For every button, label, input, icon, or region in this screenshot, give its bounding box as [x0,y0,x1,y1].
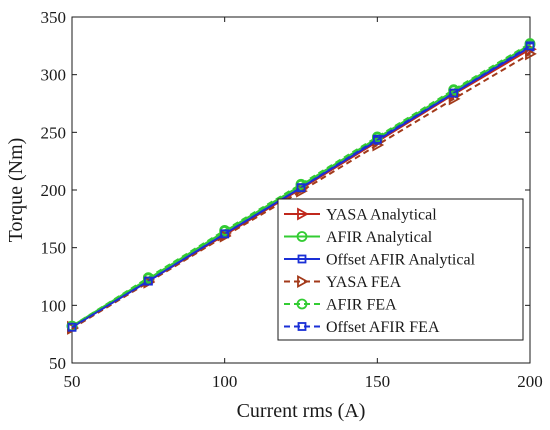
data-point-afir-fea [524,38,536,49]
y-tick-label: 50 [49,354,66,373]
y-tick-label: 350 [41,8,67,27]
data-point-offset-afir-fea [220,229,230,239]
legend-marker [297,254,307,264]
y-tick-label: 250 [41,123,67,142]
legend-item-yasa-analytical: YASA Analytical [284,207,437,224]
legend-marker [297,207,309,221]
legend-label: AFIR FEA [326,297,397,314]
plot-area: 50 100 150 200 50 100 150 200 250 300 350 YASA An… [41,8,543,391]
data-point-offset-afir-fea [449,88,459,98]
x-axis-label: Current rms (A) [237,400,366,422]
legend-marker [296,231,308,242]
series-line-yasa-fea [71,53,531,330]
legend-item-yasa-fea: YASA FEA [284,274,402,291]
legend-item-afir-analytical: AFIR Analytical [284,229,433,246]
y-axis: 50 100 150 200 250 300 350 [41,8,530,373]
data-point-offset-afir-fea [143,276,153,286]
legend: YASA Analytical AFIR Analytical Offset AFI… [277,198,524,341]
y-tick-label: 150 [41,239,67,258]
legend-label: YASA Analytical [326,207,437,224]
legend-item-afir-fea: AFIR FEA [284,297,397,314]
legend-label: YASA FEA [326,274,402,291]
y-tick-label: 200 [41,181,67,200]
legend-item-offset-afir-fea: Offset AFIR FEA [284,319,440,336]
legend-label: Offset AFIR Analytical [326,252,476,269]
legend-item-offset-afir-analytical: Offset AFIR Analytical [284,252,476,269]
data-point-offset-afir-fea [372,134,382,144]
data-point-offset-afir-fea [296,183,306,193]
x-tick-label: 150 [365,372,391,391]
legend-marker [297,274,309,289]
legend-label: Offset AFIR FEA [326,319,440,336]
x-tick-label: 100 [212,372,238,391]
data-point-offset-afir-fea [525,41,535,51]
series-offset-afir-fea [67,41,535,332]
data-point-offset-afir-fea [67,322,77,332]
x-tick-label: 200 [517,372,543,391]
legend-marker [297,322,307,331]
legend-label: AFIR Analytical [326,229,433,246]
x-tick-label: 50 [64,372,81,391]
legend-marker [296,298,308,310]
series-layer [66,38,537,335]
legend-box [277,198,524,341]
y-axis-label: Torque (Nm) [5,138,27,243]
y-tick-label: 300 [41,66,67,85]
x-axis: 50 100 150 200 [64,17,543,391]
data-point-yasa-fea [525,47,537,61]
y-tick-label: 100 [41,296,67,315]
